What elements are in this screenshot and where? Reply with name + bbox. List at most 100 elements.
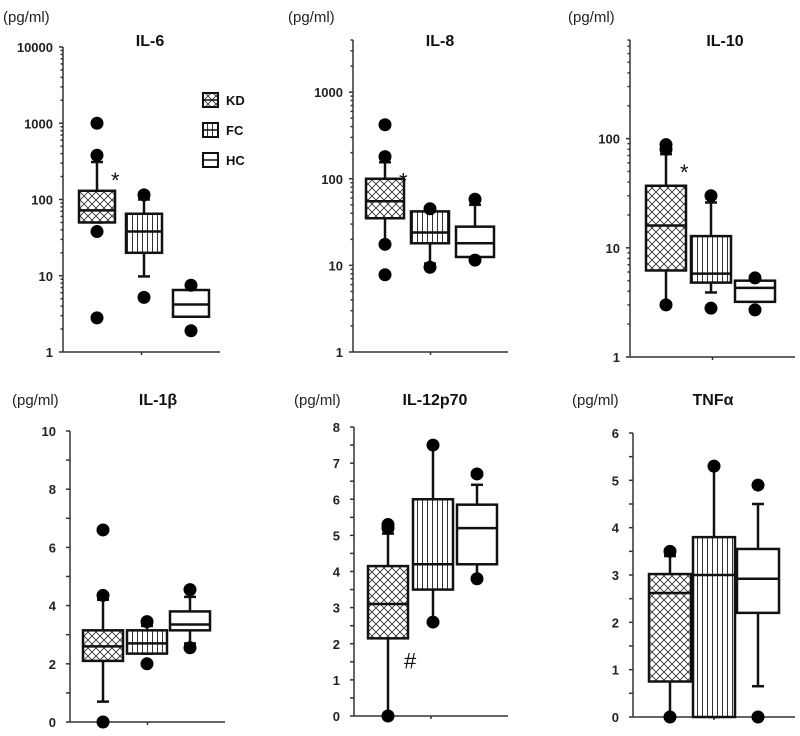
y-tick-label: 1 xyxy=(46,345,53,360)
outlier-point xyxy=(663,710,677,724)
box-iqr xyxy=(77,189,117,224)
y-tick-label: 6 xyxy=(612,426,619,441)
y-tick-label: 10 xyxy=(606,241,620,256)
legend: KD FC HC xyxy=(202,92,245,168)
outlier-point xyxy=(184,324,198,338)
box-fc xyxy=(411,438,455,629)
outlier-point xyxy=(663,544,677,558)
box-iqr xyxy=(366,564,410,640)
outlier-point xyxy=(184,278,198,292)
box-iqr xyxy=(364,177,406,220)
outlier-point xyxy=(137,290,151,304)
outlier-point xyxy=(470,467,484,481)
y-tick-label: 1 xyxy=(613,350,620,365)
outlier-point xyxy=(707,459,721,473)
outlier-point xyxy=(96,715,110,729)
box-iqr xyxy=(735,547,781,615)
y-tick-label: 100 xyxy=(321,172,343,187)
y-tick-label: 3 xyxy=(333,601,340,616)
significance-marker: * xyxy=(680,160,689,185)
box-fc xyxy=(689,189,733,315)
significance-marker: * xyxy=(399,168,408,193)
box-iqr xyxy=(644,184,688,272)
significance-marker: * xyxy=(111,168,120,193)
panel-title: IL-6 xyxy=(136,33,165,50)
outlier-point xyxy=(659,298,673,312)
y-tick-label: 4 xyxy=(612,521,620,536)
y-unit-label: (pg/ml) xyxy=(572,392,619,409)
box-iqr xyxy=(125,629,169,655)
y-tick-label: 6 xyxy=(333,492,340,507)
legend-label: HC xyxy=(226,153,245,168)
y-tick-label: 2 xyxy=(333,637,340,652)
outlier-point xyxy=(183,641,197,655)
y-tick-label: 1 xyxy=(336,345,343,360)
box-iqr xyxy=(691,535,737,719)
y-tick-label: 1000 xyxy=(24,116,53,131)
outlier-point xyxy=(468,192,482,206)
box-kd xyxy=(77,116,117,325)
y-tick-label: 0 xyxy=(333,709,340,724)
y-tick-label: 0 xyxy=(612,710,619,725)
box-iqr xyxy=(647,572,693,683)
box-iqr xyxy=(689,234,733,284)
outlier-point xyxy=(426,438,440,452)
outlier-point xyxy=(748,303,762,317)
box-fc xyxy=(125,615,169,671)
outlier-point xyxy=(378,268,392,282)
legend-label: FC xyxy=(226,123,244,138)
box-hc xyxy=(168,583,212,655)
outlier-point xyxy=(748,271,762,285)
y-tick-label: 7 xyxy=(333,456,340,471)
y-tick-label: 5 xyxy=(333,528,340,543)
box-iqr xyxy=(455,503,499,566)
box-kd xyxy=(81,523,125,729)
y-tick-label: 2 xyxy=(612,615,619,630)
outlier-point xyxy=(90,311,104,325)
panel-title: IL-1β xyxy=(139,392,177,409)
box-hc xyxy=(454,192,496,267)
legend-item-fc: FC xyxy=(202,122,244,138)
outlier-point xyxy=(378,237,392,251)
outlier-point xyxy=(140,615,154,629)
box-iqr xyxy=(168,610,212,632)
box-kd xyxy=(647,544,693,724)
outlier-point xyxy=(381,521,395,535)
outlier-point xyxy=(381,709,395,723)
box-iqr xyxy=(124,212,164,255)
y-tick-label: 10 xyxy=(329,258,343,273)
outlier-point xyxy=(96,588,110,602)
outlier-point xyxy=(137,188,151,202)
box-hc xyxy=(735,478,781,724)
outlier-point xyxy=(423,202,437,216)
legend-label: KD xyxy=(226,93,245,108)
outlier-point xyxy=(90,225,104,239)
y-tick-label: 100 xyxy=(31,193,53,208)
outlier-point xyxy=(704,301,718,315)
box-kd xyxy=(364,118,406,282)
box-kd xyxy=(644,138,688,312)
significance-marker: # xyxy=(404,648,417,673)
outlier-point xyxy=(426,615,440,629)
outlier-point xyxy=(96,523,110,537)
y-tick-label: 10 xyxy=(39,269,53,284)
outlier-point xyxy=(751,478,765,492)
outlier-point xyxy=(659,142,673,156)
panel-title: IL-8 xyxy=(426,33,455,50)
y-tick-label: 5 xyxy=(612,473,619,488)
panel-title: IL-12p70 xyxy=(403,392,468,409)
box-hc xyxy=(455,467,499,586)
outlier-point xyxy=(378,150,392,164)
legend-item-hc: HC xyxy=(202,152,245,168)
box-iqr xyxy=(454,225,496,259)
y-tick-label: 100 xyxy=(598,132,620,147)
y-tick-label: 2 xyxy=(49,657,56,672)
box-kd xyxy=(366,518,410,723)
outlier-point xyxy=(468,253,482,267)
panel-il-6: (pg/ml) IL-6 1 10 100 1000 10000 * xyxy=(3,9,220,360)
panel-tnf-: (pg/ml) TNFα 0 1 2 3 4 5 6 xyxy=(572,392,795,725)
y-tick-label: 3 xyxy=(612,568,619,583)
outlier-point xyxy=(378,118,392,132)
y-tick-label: 4 xyxy=(49,599,57,614)
